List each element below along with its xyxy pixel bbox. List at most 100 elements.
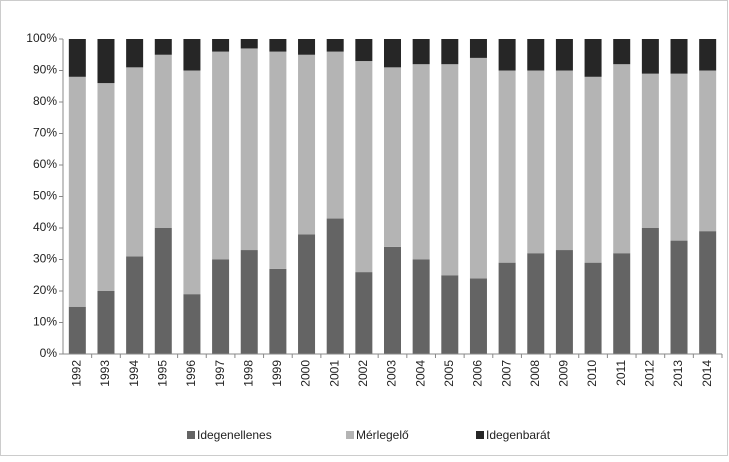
x-tick-label: 1993 — [98, 360, 112, 387]
bar-segment — [613, 39, 631, 65]
bar-segment — [212, 51, 230, 260]
x-tick-label: 2011 — [614, 360, 628, 386]
bar-segment — [154, 39, 172, 55]
x-tick-label: 1997 — [213, 360, 227, 387]
bar-segment — [527, 70, 545, 254]
x-tick-label: 1992 — [69, 360, 83, 387]
legend-label: Mérlegelő — [356, 428, 409, 442]
legend-swatch — [346, 431, 354, 439]
bar-segment — [326, 218, 344, 354]
y-tick-label: 40% — [33, 220, 57, 234]
y-tick-label: 50% — [33, 189, 57, 203]
x-tick-label: 1996 — [184, 360, 198, 387]
x-tick-label: 2003 — [385, 360, 399, 387]
bar-segment — [68, 76, 86, 307]
bar-segment — [641, 228, 659, 354]
bar-segment — [670, 240, 688, 354]
bar-segment — [699, 39, 717, 71]
x-tick-label: 1999 — [270, 360, 284, 387]
legend-swatch — [476, 431, 484, 439]
bar-segment — [183, 70, 201, 295]
bar-segment — [670, 39, 688, 74]
x-tick-label: 2014 — [700, 360, 714, 387]
bar-segment — [555, 250, 573, 354]
bar-segment — [441, 39, 459, 65]
bar-segment — [298, 39, 316, 55]
x-tick-label: 2007 — [499, 360, 513, 387]
bar-segment — [183, 39, 201, 71]
y-tick-label: 30% — [33, 252, 57, 266]
bar-segment — [384, 39, 401, 68]
bar-segment — [613, 253, 631, 354]
bar-segment — [441, 275, 459, 354]
bar-segment — [498, 39, 516, 71]
bar-segment — [126, 256, 144, 354]
y-tick-label: 70% — [33, 126, 57, 140]
bar-segment — [384, 246, 401, 354]
bar-segment — [384, 67, 401, 247]
x-tick-label: 2005 — [442, 360, 456, 387]
x-tick-label: 2012 — [643, 360, 657, 387]
x-tick-label: 1995 — [155, 360, 169, 387]
bar-segment — [469, 57, 487, 279]
bar-segment — [68, 39, 86, 77]
bar-segment — [269, 51, 287, 269]
bar-segment — [240, 48, 258, 251]
y-tick-label: 0% — [40, 346, 58, 360]
bar-segment — [699, 231, 717, 354]
bar-segment — [498, 262, 516, 354]
x-tick-label: 2004 — [413, 360, 427, 387]
bar-segment — [154, 228, 172, 354]
bar-segment — [498, 70, 516, 263]
y-tick-label: 80% — [33, 94, 57, 108]
bar-segment — [355, 61, 373, 273]
bar-segment — [355, 39, 373, 62]
bar-segment — [412, 259, 430, 354]
x-tick-label: 2000 — [299, 360, 313, 387]
bar-segment — [555, 39, 573, 71]
bar-segment — [240, 39, 258, 49]
bar-segment — [212, 39, 230, 52]
bar-segment — [97, 83, 115, 291]
bar-segment — [641, 73, 659, 229]
x-tick-label: 2002 — [356, 360, 370, 387]
bar-segment — [584, 39, 602, 77]
bar-segment — [212, 259, 230, 354]
bar-segment — [97, 291, 115, 354]
x-tick-label: 1998 — [241, 360, 255, 387]
bar-segment — [326, 51, 344, 219]
y-tick-label: 20% — [33, 283, 57, 297]
x-tick-label: 1994 — [127, 360, 141, 387]
bar-segment — [584, 262, 602, 354]
bar-segment — [412, 39, 430, 65]
bar-segment — [555, 70, 573, 251]
bar-segment — [699, 70, 717, 232]
x-tick-label: 2008 — [528, 360, 542, 387]
y-tick-label: 100% — [26, 31, 57, 45]
bar-segment — [613, 64, 631, 254]
bar-segment — [469, 278, 487, 354]
y-tick-label: 60% — [33, 157, 57, 171]
legend-swatch — [187, 431, 195, 439]
bar-segment — [269, 268, 287, 354]
bar-segment — [298, 54, 316, 235]
bar-segment — [641, 39, 659, 74]
bar-segment — [68, 306, 86, 354]
x-tick-label: 2006 — [471, 360, 485, 387]
y-tick-label: 90% — [33, 63, 57, 77]
x-tick-label: 2001 — [327, 360, 341, 387]
bar-segment — [326, 39, 344, 52]
bar-segment — [269, 39, 287, 52]
bar-segment — [584, 76, 602, 263]
bar-segment — [441, 64, 459, 276]
bar-segment — [154, 54, 172, 228]
legend-label: Idegenbarát — [486, 428, 551, 442]
bar-segment — [126, 39, 144, 68]
bar-segment — [97, 39, 115, 84]
bar-segment — [183, 294, 201, 354]
bar-segment — [527, 39, 545, 71]
legend-label: Idegenellenes — [197, 428, 272, 442]
bar-segment — [240, 250, 258, 354]
